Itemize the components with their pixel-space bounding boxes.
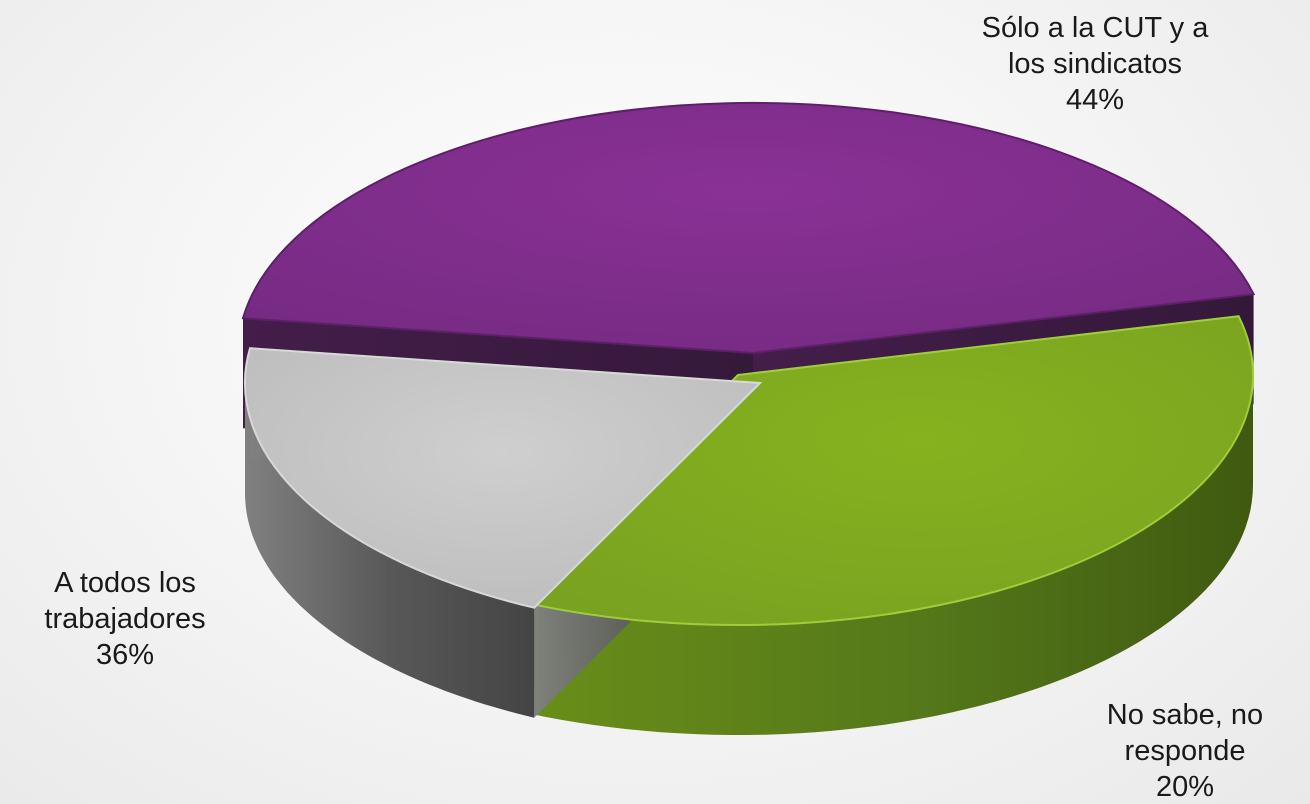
- slice-value-label: 44%: [1065, 84, 1125, 116]
- slice-no-sabe: [243, 347, 763, 609]
- slice-cut-sindicatos: [241, 101, 1256, 355]
- slice-label-line: Sólo a la CUT y a: [981, 12, 1209, 44]
- slice-todos-trabajadores: [510, 315, 1254, 626]
- slice-label-line: los sindicatos: [1007, 48, 1183, 80]
- slice-value-label: 20%: [1155, 771, 1215, 803]
- slice-todos-trabajadores-side: [512, 375, 1253, 735]
- slice-label-line: trabajadores: [44, 603, 206, 635]
- slice-label-line: responde: [1124, 735, 1246, 767]
- slice-label-no-sabe: No sabe, no responde 20%: [1060, 697, 1310, 804]
- slice-label-line: A todos los: [54, 567, 196, 599]
- slice-label-line: No sabe, no: [1106, 699, 1264, 731]
- slice-tops: [241, 101, 1256, 626]
- slice-label-todos-trabajadores: A todos los trabajadores 36%: [0, 565, 250, 673]
- slice-no-sabe-side: [245, 383, 535, 718]
- slice-value-label: 36%: [95, 639, 155, 671]
- slice-label-cut-sindicatos: Sólo a la CUT y a los sindicatos 44%: [905, 10, 1285, 118]
